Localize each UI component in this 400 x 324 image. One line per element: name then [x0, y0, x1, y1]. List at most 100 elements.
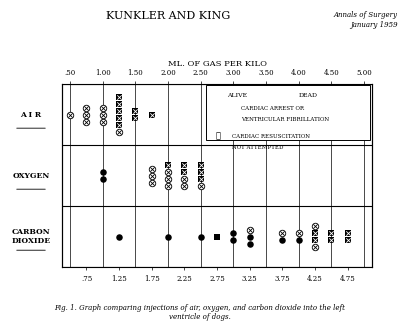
Text: ALIVE: ALIVE: [227, 93, 247, 98]
Point: [312, 238, 318, 243]
Point: [132, 109, 139, 114]
Point: [312, 231, 318, 236]
Point: [116, 123, 122, 128]
Point: [198, 163, 204, 168]
Point: [67, 112, 73, 117]
Point: [148, 112, 155, 117]
Text: A I R: A I R: [20, 111, 42, 119]
Point: [312, 245, 318, 250]
Point: [100, 177, 106, 182]
Point: [246, 234, 253, 239]
Point: [181, 170, 188, 175]
Point: [83, 119, 90, 124]
Point: [181, 163, 188, 168]
Point: [165, 170, 171, 175]
Point: [83, 112, 90, 117]
Bar: [206, 86, 370, 140]
Point: [279, 231, 286, 236]
Text: Fig. 1. Graph comparing injections of air, oxygen, and carbon dioxide into the l: Fig. 1. Graph comparing injections of ai…: [54, 304, 346, 321]
Point: [100, 105, 106, 110]
Point: [198, 234, 204, 239]
Point: [344, 238, 351, 243]
Point: [214, 234, 220, 239]
Point: [132, 109, 139, 114]
Text: VENTRICULAR FIBRILLATION: VENTRICULAR FIBRILLATION: [241, 117, 329, 122]
Text: OXYGEN: OXYGEN: [12, 172, 50, 180]
Point: [132, 116, 139, 121]
Point: [148, 180, 155, 185]
Point: [230, 231, 236, 236]
Point: [214, 110, 221, 116]
Point: [67, 112, 73, 117]
Text: CARBON
DIOXIDE: CARBON DIOXIDE: [12, 228, 50, 245]
Point: [132, 116, 139, 121]
Point: [116, 95, 122, 100]
Point: [181, 177, 188, 182]
Point: [165, 177, 171, 182]
Point: [165, 234, 171, 239]
Point: [165, 170, 171, 175]
Point: [148, 173, 155, 178]
X-axis label: ML. OF GAS PER KILO: ML. OF GAS PER KILO: [168, 60, 266, 68]
Point: [312, 231, 318, 236]
Point: [181, 184, 188, 189]
Point: [312, 245, 318, 250]
Text: DEAD: DEAD: [298, 93, 318, 98]
Point: [148, 173, 155, 178]
Point: [328, 231, 334, 236]
Point: [181, 163, 188, 168]
Text: ✓: ✓: [216, 132, 221, 140]
Point: [214, 93, 221, 98]
Point: [246, 227, 253, 232]
Point: [230, 238, 236, 243]
Point: [279, 231, 286, 236]
Point: [116, 95, 122, 100]
Point: [165, 163, 171, 168]
Point: [165, 184, 171, 189]
Point: [100, 112, 106, 117]
Text: Annals of Surgery
January 1959: Annals of Surgery January 1959: [334, 11, 398, 29]
Point: [165, 163, 171, 168]
Point: [165, 184, 171, 189]
Point: [83, 105, 90, 110]
Point: [198, 184, 204, 189]
Point: [228, 110, 234, 116]
Point: [328, 238, 334, 243]
Point: [116, 109, 122, 114]
Point: [312, 238, 318, 243]
Point: [246, 241, 253, 246]
Text: CARDIAC ARREST OR: CARDIAC ARREST OR: [241, 106, 304, 111]
Point: [198, 177, 204, 182]
Point: [116, 130, 122, 135]
Point: [100, 119, 106, 124]
Point: [198, 170, 204, 175]
Point: [328, 231, 334, 236]
Point: [181, 177, 188, 182]
Point: [100, 105, 106, 110]
Text: KUNKLER AND KING: KUNKLER AND KING: [106, 11, 230, 21]
Point: [148, 166, 155, 171]
Point: [198, 170, 204, 175]
Point: [116, 116, 122, 121]
Point: [344, 231, 351, 236]
Text: CARDIAC RESUSCITATION: CARDIAC RESUSCITATION: [232, 133, 310, 139]
Point: [148, 166, 155, 171]
Point: [83, 119, 90, 124]
Point: [198, 163, 204, 168]
Point: [328, 238, 334, 243]
Point: [148, 112, 155, 117]
Point: [279, 238, 286, 243]
Point: [198, 184, 204, 189]
Point: [295, 231, 302, 236]
Point: [165, 177, 171, 182]
Point: [214, 110, 221, 116]
Point: [116, 234, 122, 239]
Point: [116, 130, 122, 135]
Point: [198, 177, 204, 182]
Point: [100, 119, 106, 124]
Point: [181, 184, 188, 189]
Point: [83, 112, 90, 117]
Point: [116, 109, 122, 114]
Point: [100, 170, 106, 175]
Point: [312, 224, 318, 229]
